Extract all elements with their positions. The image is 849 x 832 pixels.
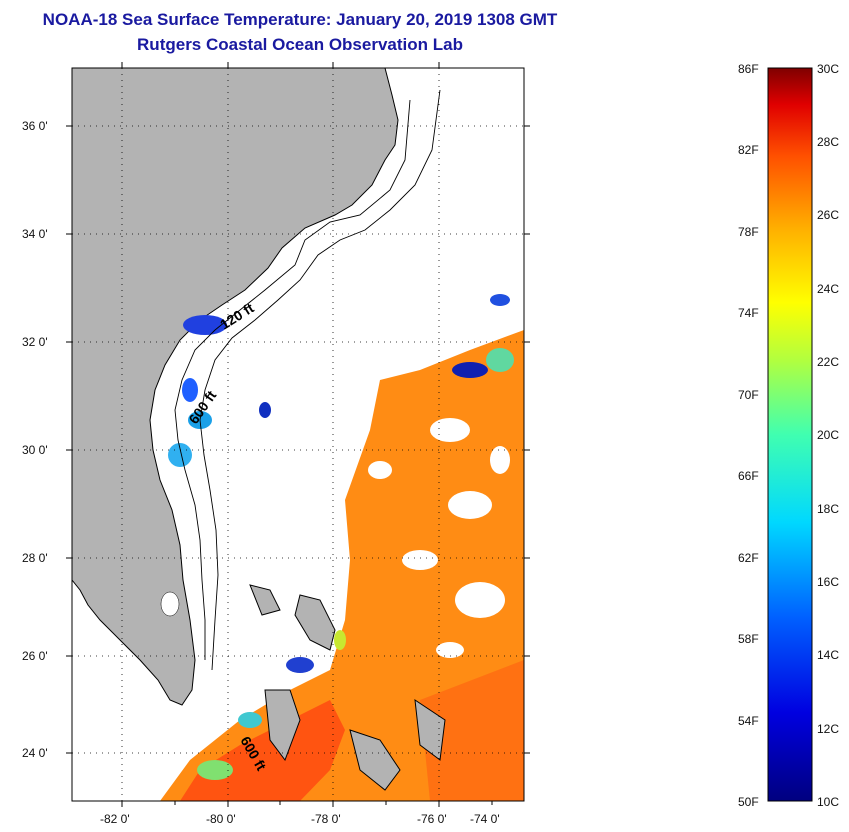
map-subtitle: Rutgers Coastal Ocean Observation Lab: [137, 35, 463, 54]
colorbar-c-label: 30C: [817, 62, 840, 76]
colorbar: [767, 67, 813, 802]
contour-120ft: [174, 99, 411, 660]
lon-tick-label: -76 0': [417, 812, 447, 826]
colorbar-c-label: 16C: [817, 575, 840, 589]
sst-hot-region-east: [420, 660, 524, 801]
colorbar-f-label: 82F: [738, 143, 759, 157]
lon-tick-label: -74 0': [470, 812, 500, 826]
colorbar-c-label: 26C: [817, 208, 840, 222]
lat-tick-label: 24 0': [22, 746, 48, 760]
lat-tick-label: 26 0': [22, 649, 48, 663]
colorbar-f-label: 54F: [738, 714, 759, 728]
lon-tick-label: -78 0': [311, 812, 341, 826]
contour-600ft: [199, 89, 441, 671]
colorbar-c-label: 28C: [817, 135, 840, 149]
colorbar-c-label: 22C: [817, 355, 840, 369]
cloud-gaps: [368, 418, 510, 658]
colorbar-c-label: 20C: [817, 428, 840, 442]
colorbar-c-label: 10C: [817, 795, 840, 809]
lat-tick-label: 28 0': [22, 551, 48, 565]
colorbar-f-label: 58F: [738, 632, 759, 646]
sst-cold-patches: [168, 294, 514, 780]
lon-tick-label: -82 0': [100, 812, 130, 826]
land-mass: [72, 68, 399, 706]
bahamas-islands: [249, 584, 446, 791]
lat-tick-label: 36 0': [22, 119, 48, 133]
colorbar-f-label: 86F: [738, 62, 759, 76]
colorbar-f-label: 70F: [738, 388, 759, 402]
colorbar-f-label: 78F: [738, 225, 759, 239]
lon-tick-label: -80 0': [206, 812, 236, 826]
map-frame: [71, 67, 525, 802]
colorbar-f-label: 74F: [738, 306, 759, 320]
map-grid: [72, 68, 524, 801]
colorbar-f-label: 66F: [738, 469, 759, 483]
colorbar-f-label: 50F: [738, 795, 759, 809]
colorbar-c-label: 14C: [817, 648, 840, 662]
colorbar-c-label: 18C: [817, 502, 840, 516]
map-ticks: [66, 62, 530, 807]
colorbar-f-label: 62F: [738, 551, 759, 565]
lat-tick-label: 30 0': [22, 443, 48, 457]
lat-tick-label: 32 0': [22, 335, 48, 349]
colorbar-c-label: 24C: [817, 282, 840, 296]
lat-tick-label: 34 0': [22, 227, 48, 241]
sst-warm-region: [160, 330, 524, 801]
lake-okeechobee: [160, 591, 180, 617]
map-title: NOAA-18 Sea Surface Temperature: January…: [42, 10, 558, 29]
colorbar-c-label: 12C: [817, 722, 840, 736]
